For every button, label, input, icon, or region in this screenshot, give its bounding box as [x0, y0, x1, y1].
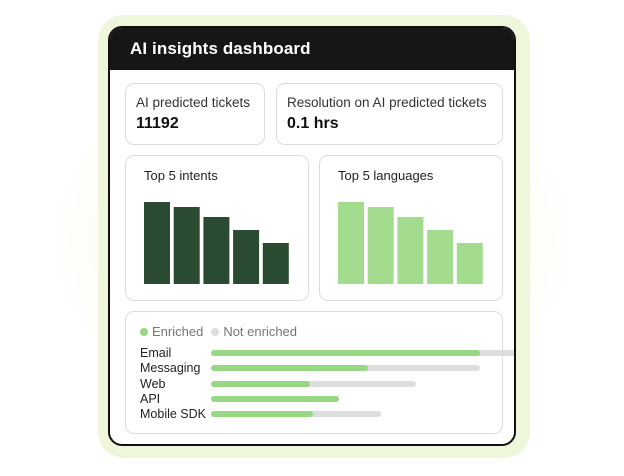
row-label: Mobile SDK — [140, 407, 206, 421]
bar[interactable] — [397, 217, 424, 284]
stat-label: Resolution on AI predicted tickets — [287, 95, 487, 110]
stat-card-predicted-tickets[interactable]: AI predicted tickets 11192 — [125, 83, 265, 145]
bar[interactable] — [367, 207, 394, 284]
window-titlebar: AI insights dashboard — [110, 28, 514, 70]
legend-item-enriched: Enriched — [140, 324, 203, 339]
not-enriched-bar — [211, 396, 339, 402]
intents-bar-chart — [144, 202, 289, 284]
stat-value: 0.1 hrs — [287, 115, 339, 132]
enrichment-row[interactable]: Messaging — [140, 360, 500, 376]
enrichment-row[interactable]: API — [140, 391, 500, 407]
enrichment-row[interactable]: Email — [140, 345, 514, 361]
not-enriched-bar — [211, 350, 514, 356]
chart-card-intents[interactable]: Top 5 intents — [125, 155, 309, 301]
not-enriched-bar — [211, 381, 416, 387]
row-label: Web — [140, 377, 166, 391]
enriched-dot-icon — [140, 327, 148, 336]
chart-card-enrichment[interactable]: Enriched Not enriched Email Messaging Web A… — [125, 311, 514, 434]
chart-card-languages[interactable]: Top 5 languages — [319, 155, 503, 301]
bar[interactable] — [233, 230, 260, 284]
row-label: API — [140, 392, 161, 406]
legend-item-not-enriched: Not enriched — [211, 324, 297, 339]
bar[interactable] — [203, 217, 230, 284]
languages-bar-chart — [338, 202, 483, 284]
stat-label: AI predicted tickets — [136, 95, 251, 110]
enriched-bar — [211, 411, 314, 417]
enriched-bar — [211, 396, 339, 402]
legend-label: Not enriched — [223, 324, 298, 339]
row-label: Email — [140, 346, 172, 360]
enriched-bar — [211, 365, 368, 371]
bar[interactable] — [144, 202, 170, 284]
stat-card-resolution[interactable]: Resolution on AI predicted tickets 0.1 h… — [276, 83, 503, 145]
bar[interactable] — [262, 243, 289, 284]
stat-value: 11192 — [136, 115, 179, 132]
chart-title: Top 5 intents — [144, 168, 218, 183]
enrichment-row[interactable]: Web — [140, 376, 500, 392]
bar[interactable] — [338, 202, 364, 284]
window-title: AI insights dashboard — [130, 39, 311, 58]
chart-title: Top 5 languages — [338, 168, 434, 183]
row-label: Messaging — [140, 361, 201, 375]
enriched-bar — [211, 350, 480, 356]
not-enriched-bar — [211, 365, 480, 371]
chart-legend: Enriched Not enriched — [140, 324, 305, 339]
enriched-bar — [211, 381, 311, 387]
not-enriched-dot-icon — [211, 327, 220, 336]
bar[interactable] — [456, 243, 483, 284]
bar[interactable] — [427, 230, 454, 284]
enrichment-row[interactable]: Mobile SDK — [140, 406, 500, 422]
bar[interactable] — [173, 207, 200, 284]
not-enriched-bar — [211, 411, 381, 417]
dashboard-window: AI insights dashboard AI predicted ticke… — [108, 26, 516, 446]
legend-label: Enriched — [152, 324, 204, 339]
